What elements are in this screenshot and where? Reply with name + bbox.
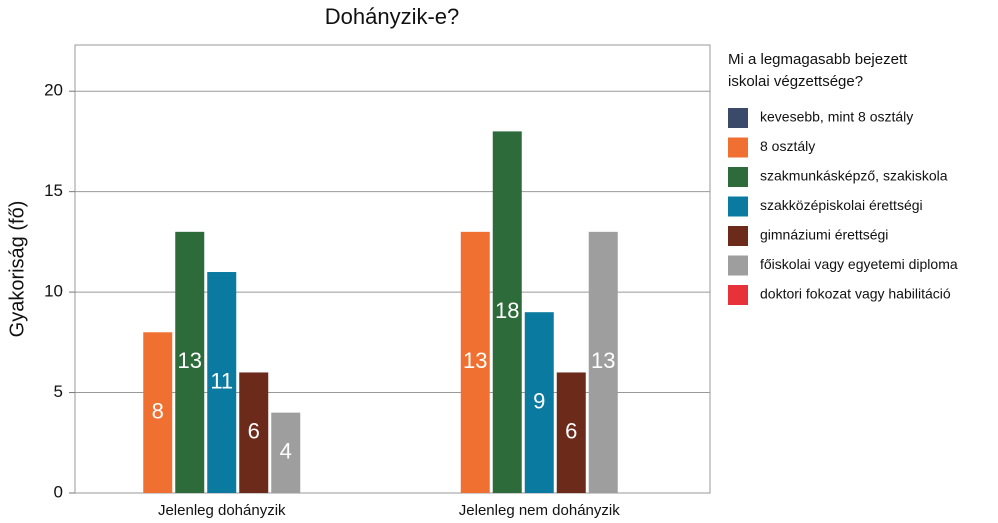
legend-swatch bbox=[728, 137, 748, 158]
y-tick-label: 10 bbox=[44, 282, 63, 301]
data-label: 11 bbox=[210, 368, 233, 393]
legend-label: főiskolai vagy egyetemi diploma bbox=[760, 256, 958, 272]
legend-label: szakközépiskolai érettségi bbox=[760, 197, 923, 213]
data-label: 9 bbox=[533, 388, 545, 413]
legend-label: 8 osztály bbox=[760, 138, 815, 154]
legend-label: gimnáziumi érettségi bbox=[760, 227, 888, 243]
legend-swatch bbox=[728, 255, 748, 276]
y-tick-label: 5 bbox=[54, 382, 63, 401]
bar bbox=[588, 231, 618, 493]
bar bbox=[524, 312, 554, 493]
data-label: 6 bbox=[565, 419, 577, 444]
legend-label: kevesebb, mint 8 osztály bbox=[760, 109, 913, 125]
bar bbox=[207, 272, 237, 493]
data-label: 18 bbox=[495, 298, 519, 323]
data-label: 8 bbox=[152, 398, 164, 423]
legend-title: Mi a legmagasabb bejezett bbox=[728, 51, 908, 68]
x-tick-label: Jelenleg nem dohányzik bbox=[459, 502, 620, 519]
bar bbox=[239, 372, 269, 493]
x-tick-label: Jelenleg dohányzik bbox=[158, 502, 286, 519]
bar bbox=[143, 332, 173, 493]
bar bbox=[175, 231, 205, 493]
data-label: 13 bbox=[463, 348, 487, 373]
bar bbox=[460, 231, 490, 493]
legend-swatch bbox=[728, 226, 748, 246]
data-label: 4 bbox=[280, 439, 292, 464]
legend-label: doktori fokozat vagy habilitáció bbox=[760, 286, 951, 302]
legend-swatch bbox=[728, 167, 748, 187]
y-tick-label: 20 bbox=[44, 81, 63, 100]
y-tick-label: 15 bbox=[44, 181, 63, 200]
legend-title: iskolai végzettsége? bbox=[728, 73, 863, 90]
y-tick-label: 0 bbox=[54, 482, 63, 501]
legend-swatch bbox=[728, 196, 748, 217]
legend-swatch bbox=[728, 108, 748, 128]
legend-swatch bbox=[728, 285, 748, 305]
bar bbox=[271, 412, 301, 493]
data-label: 6 bbox=[248, 419, 260, 444]
chart-title: Dohányzik-e? bbox=[325, 4, 460, 29]
data-label: 13 bbox=[178, 348, 202, 373]
bar bbox=[492, 131, 522, 493]
y-axis-label: Gyakoriság (fő) bbox=[6, 201, 28, 338]
data-label: 13 bbox=[591, 348, 615, 373]
legend-label: szakmunkásképző, szakiskola bbox=[760, 168, 948, 184]
bar bbox=[556, 372, 586, 493]
